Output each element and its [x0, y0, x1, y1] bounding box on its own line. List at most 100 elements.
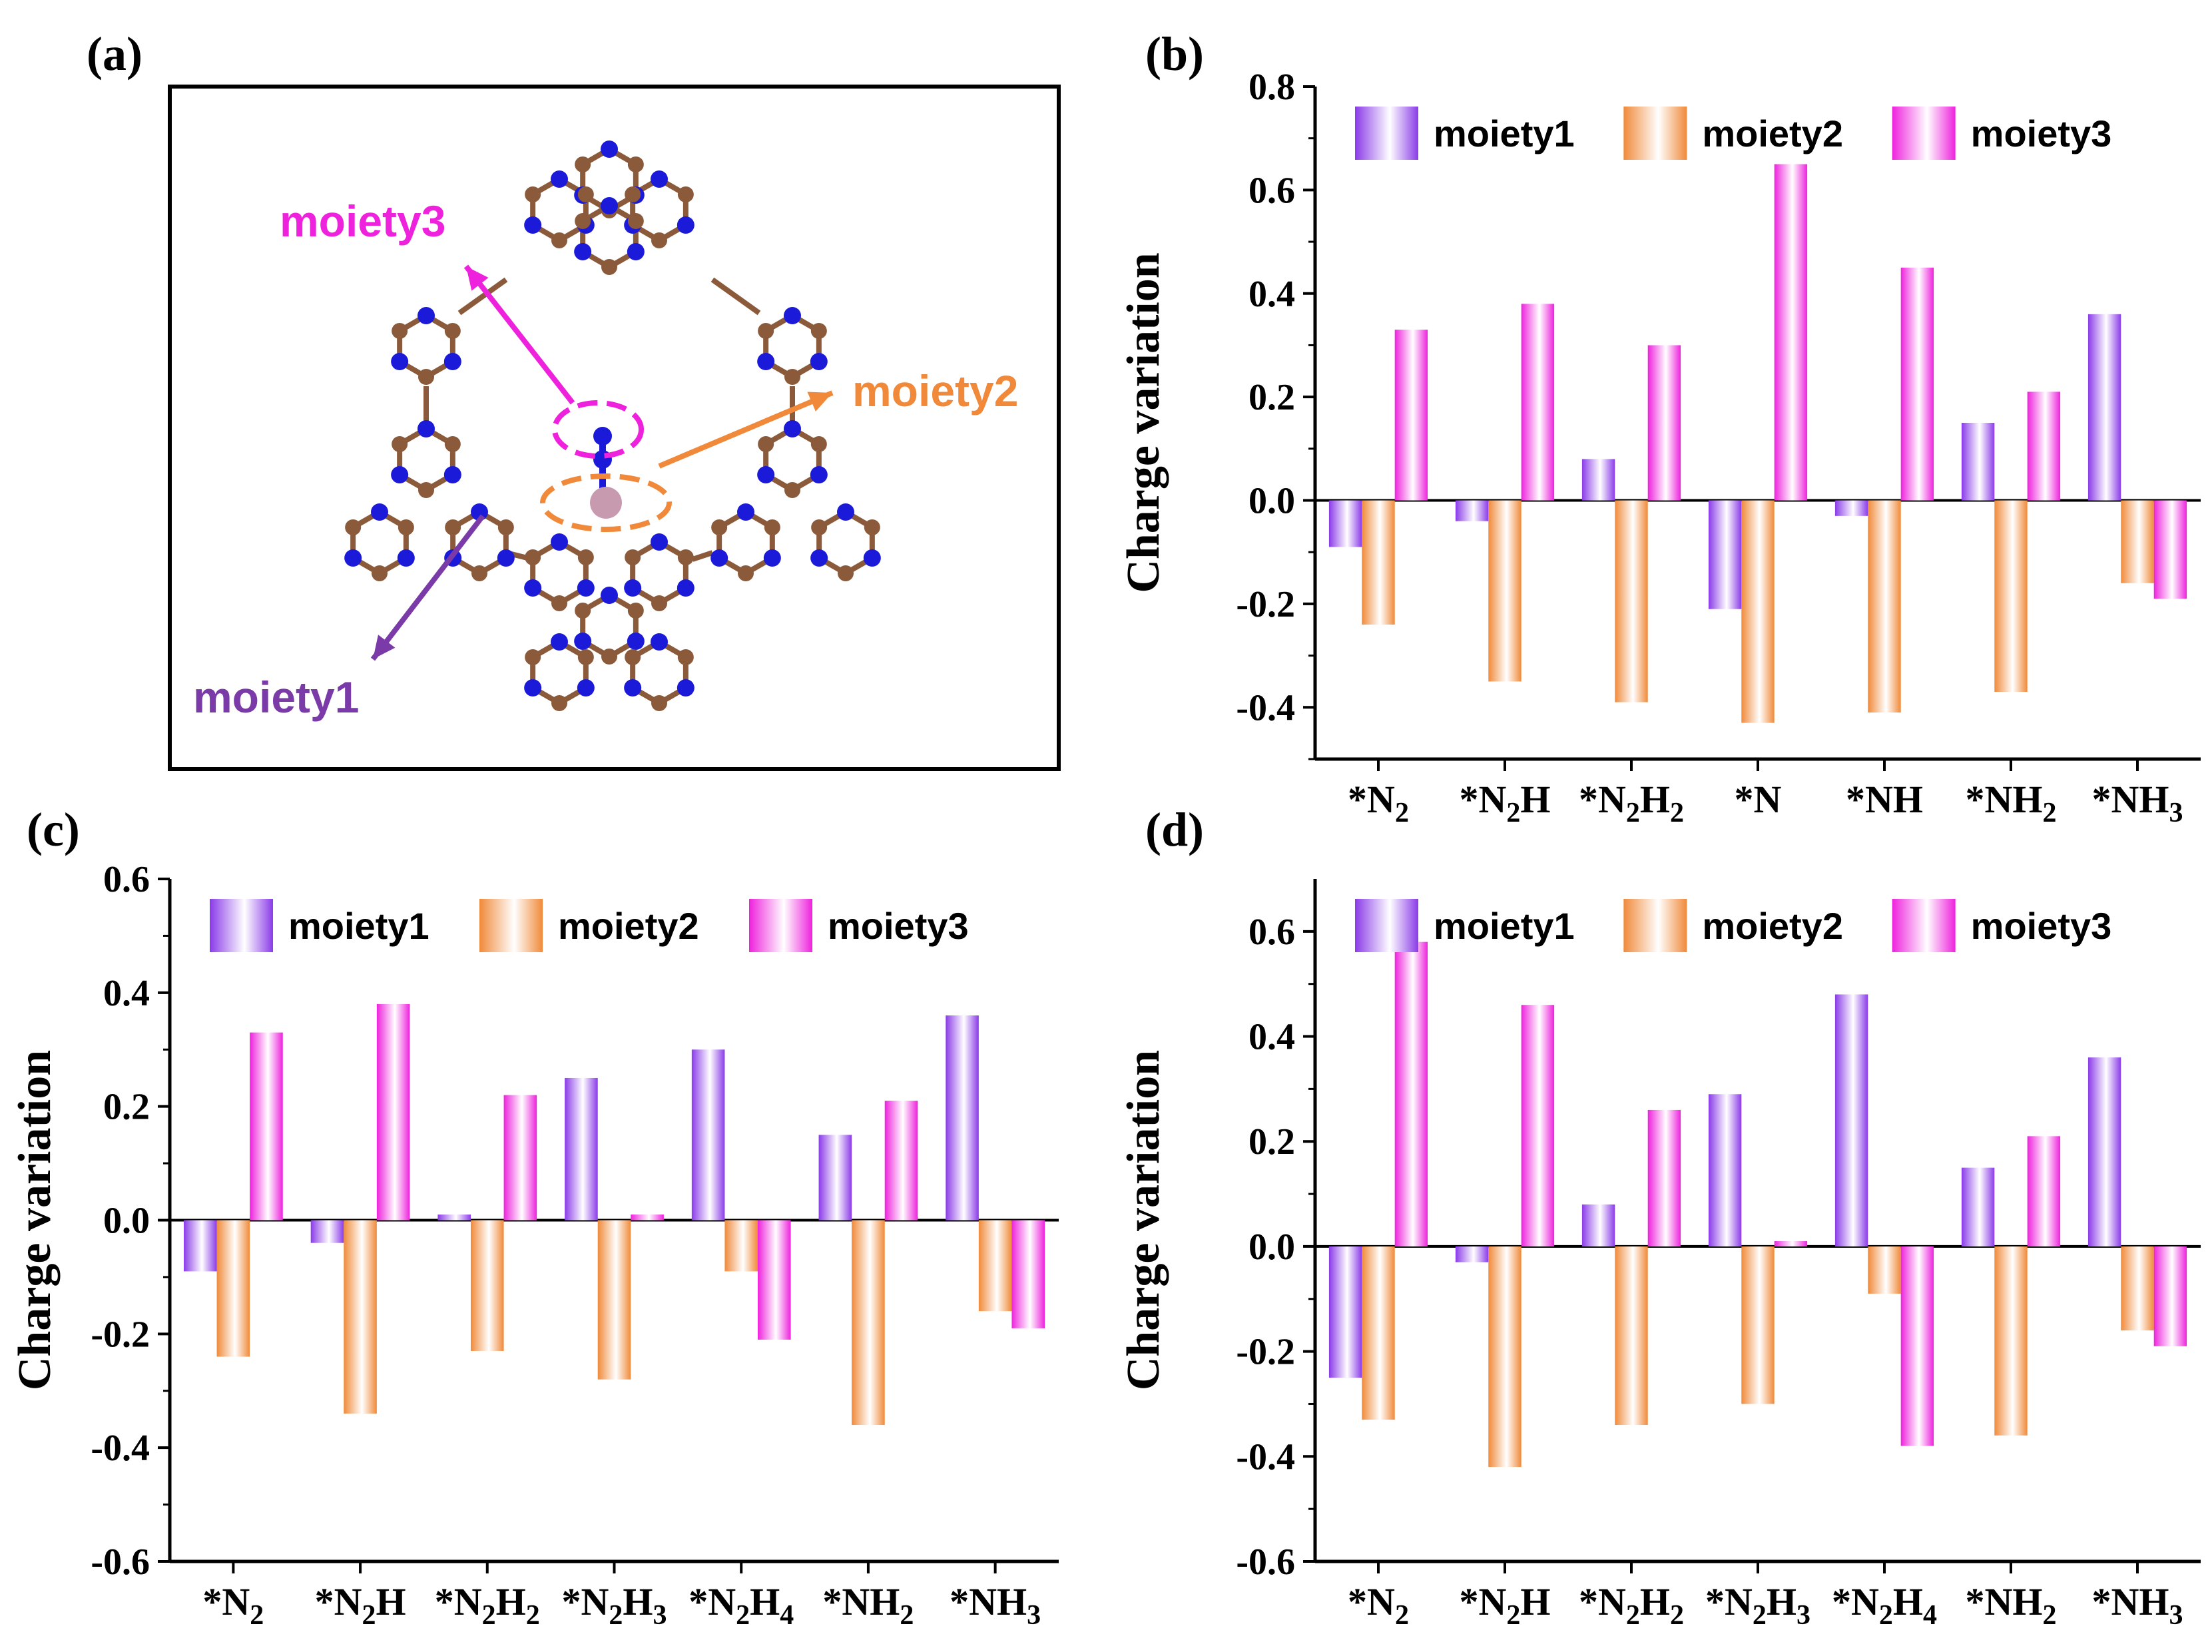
nitrogen-atom [763, 549, 781, 567]
bar-moiety2 [1868, 500, 1901, 713]
nitrogen-atom [344, 549, 362, 567]
category-label: *NH2 [1966, 778, 2057, 828]
bar-moiety3 [2153, 500, 2187, 599]
moiety3-arrow [463, 264, 575, 405]
moiety2-arrow [658, 390, 834, 469]
carbon-atom [601, 259, 617, 275]
legend-label-moiety1: moiety1 [1434, 113, 1575, 154]
nitrogen-atom [757, 353, 775, 370]
bar-moiety3 [2027, 1136, 2061, 1246]
bar-moiety3 [250, 1032, 283, 1221]
chart-d: (d) Charge variation 0.6 0.4 0.2 0.0 -0.2 -0.4 -… [1118, 803, 2201, 1631]
bar-moiety3 [1647, 345, 1681, 501]
carbon-atom [445, 519, 461, 535]
carbon-atom [575, 213, 591, 229]
y-tick-label: 0.6 [1248, 912, 1295, 953]
nitrogen-atom [837, 503, 854, 521]
legend-swatch-moiety1 [1355, 899, 1418, 952]
carbon-atom [392, 323, 408, 339]
nitrogen-atom [524, 679, 542, 696]
bar-moiety2 [1868, 1246, 1901, 1294]
nitrogen-atom [551, 633, 568, 651]
category-label: *N2 [1348, 778, 1409, 828]
nitrogen-atom [863, 549, 881, 567]
carbon-atom [711, 519, 728, 535]
y-tick-label: 0.8 [1248, 67, 1295, 108]
nitrogen-atom [417, 307, 435, 324]
carbon-atom [392, 436, 408, 452]
moiety3-label: moiety3 [280, 196, 445, 246]
moiety1-label: moiety1 [193, 673, 359, 722]
carbon-atom [677, 549, 694, 565]
carbon-atom [577, 649, 594, 665]
carbon-atom [575, 156, 591, 172]
carbon-atom [758, 323, 774, 339]
chart-b: (b) Charge variation 0.8 0.6 0.4 0.2 0.0 -0.2 -0… [1118, 27, 2201, 828]
carbon-atom [551, 232, 567, 248]
nitrogen-atom [524, 579, 542, 597]
molecule-structure [344, 140, 881, 711]
carbon-atom [625, 549, 641, 565]
y-tick-label: -0.6 [1236, 1541, 1295, 1583]
category-label: *N2H2 [1579, 1580, 1684, 1631]
bar-moiety3 [1521, 304, 1555, 501]
legend-swatch-moiety3 [1892, 107, 1956, 160]
bar-moiety2 [2121, 500, 2154, 583]
bar-moiety2 [1994, 500, 2028, 692]
y-tick-label: 0.0 [103, 1201, 150, 1242]
nitrogen-atom [497, 549, 515, 567]
y-axis-title: Charge variation [1118, 1050, 1169, 1390]
bar-moiety2 [1741, 500, 1775, 723]
y-tick-label: -0.4 [91, 1428, 150, 1469]
y-tick-label: 0.4 [1248, 274, 1295, 315]
y-tick-label: 0.2 [1248, 1121, 1295, 1163]
nitrogen-atom [677, 216, 694, 234]
category-label: *NH3 [2092, 1580, 2183, 1631]
bar-moiety2 [597, 1220, 631, 1380]
nitrogen-atom [651, 633, 668, 651]
moiety1-arrow [370, 514, 485, 661]
nitrogen-atom [524, 216, 542, 234]
nitrogen-atom [391, 466, 409, 483]
carbon-atom [784, 369, 800, 385]
nitrogen-atom [397, 549, 415, 567]
carbon-atom [525, 549, 541, 565]
nitrogen-atom [443, 353, 461, 370]
bar-moiety3 [1774, 164, 1808, 501]
carbon-atom [444, 323, 461, 339]
n-atom-top [593, 427, 612, 445]
bar-moiety3 [631, 1214, 664, 1221]
bar-moiety1 [1581, 459, 1615, 501]
bar-moiety3 [1647, 1109, 1681, 1246]
category-label: *N2H2 [435, 1580, 540, 1631]
bar-moiety2 [1994, 1246, 2028, 1436]
moiety2-arrowhead [807, 392, 832, 412]
moiety2-label: moiety2 [852, 366, 1018, 415]
category-label: *N2 [202, 1580, 264, 1631]
legend-label-moiety3: moiety3 [828, 905, 969, 947]
bar-moiety2 [216, 1220, 250, 1357]
bar-moiety2 [1615, 1246, 1648, 1425]
bar-moiety1 [1961, 1167, 1995, 1246]
category-label: *N2H2 [1579, 778, 1684, 828]
bond [691, 550, 714, 562]
y-tick-label: -0.6 [91, 1541, 150, 1583]
carbon-atom [471, 565, 487, 581]
nitrogen-atom [651, 533, 668, 551]
carbon-atom [627, 603, 644, 619]
nitrogen-atom [443, 466, 461, 483]
legend-swatch-moiety3 [749, 899, 812, 952]
moiety3-ellipse [552, 400, 644, 459]
category-label: *N [1735, 778, 1782, 821]
carbon-atom [651, 695, 667, 711]
nitrogen-atom [574, 243, 592, 260]
category-label: *N2H [1459, 1580, 1550, 1631]
nitrogen-atom [551, 170, 568, 188]
bar-moiety1 [1708, 1094, 1742, 1246]
nitrogen-atom [627, 243, 645, 260]
carbon-atom [418, 369, 434, 385]
carbon-atom [627, 156, 644, 172]
bar-moiety3 [1774, 1241, 1808, 1246]
nitrogen-atom [810, 549, 828, 567]
